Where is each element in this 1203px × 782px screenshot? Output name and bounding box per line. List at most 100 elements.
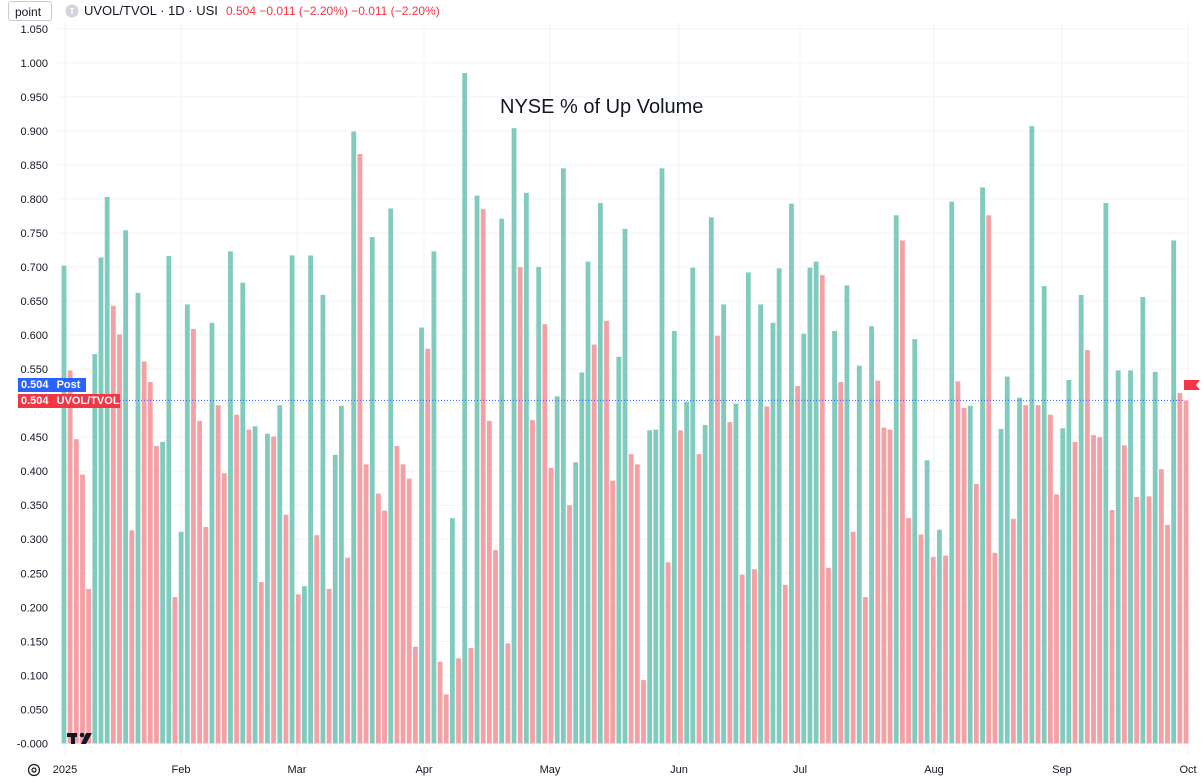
data-bar xyxy=(505,643,511,744)
data-bar xyxy=(961,407,967,744)
data-bar xyxy=(499,218,505,744)
y-tick-label: 0.700 xyxy=(20,262,48,274)
data-bar xyxy=(160,441,166,744)
data-bar xyxy=(616,356,622,744)
data-bar xyxy=(468,648,474,744)
data-bar xyxy=(419,327,424,744)
data-bar xyxy=(246,429,252,744)
eye-icon[interactable] xyxy=(65,4,79,18)
data-bar xyxy=(881,427,887,744)
data-bar xyxy=(178,531,184,744)
data-bar xyxy=(388,208,394,744)
data-bar xyxy=(302,586,307,744)
data-bar xyxy=(597,203,603,744)
data-bar xyxy=(141,361,147,744)
data-bar xyxy=(412,646,418,744)
data-bar xyxy=(819,275,825,744)
data-bar xyxy=(752,569,757,744)
data-bar xyxy=(1041,286,1047,744)
tradingview-logo[interactable] xyxy=(66,730,98,746)
data-bar xyxy=(980,187,985,744)
data-bar xyxy=(228,251,233,744)
data-bar xyxy=(394,445,400,744)
data-bar xyxy=(634,464,640,744)
x-tick-label: 2025 xyxy=(53,764,77,776)
data-bar xyxy=(641,680,646,744)
data-bar xyxy=(1121,445,1127,744)
data-bar xyxy=(252,426,258,744)
data-bar xyxy=(782,584,788,744)
data-bar xyxy=(277,405,283,744)
data-bar xyxy=(98,257,104,744)
data-bar xyxy=(1165,524,1170,744)
data-bar xyxy=(332,454,338,744)
y-tick-label: 0.100 xyxy=(20,670,48,682)
data-bar xyxy=(480,209,486,744)
y-tick-label: 0.550 xyxy=(20,364,48,376)
flag-icon[interactable] xyxy=(1184,380,1200,390)
settings-icon[interactable] xyxy=(27,763,41,777)
data-bar xyxy=(147,382,153,744)
data-bar xyxy=(166,256,172,744)
data-bar xyxy=(240,282,246,744)
x-axis[interactable]: 2025 Feb Mar Apr May Jun Jul Aug Sep Oct xyxy=(53,764,1197,776)
data-bar xyxy=(197,420,203,744)
data-bar xyxy=(1004,376,1010,744)
data-bar xyxy=(400,464,406,744)
data-bar xyxy=(937,529,942,744)
data-bar xyxy=(967,405,973,744)
y-tick-label: 0.600 xyxy=(20,330,48,342)
data-bar xyxy=(856,365,862,744)
data-bar xyxy=(1091,435,1096,744)
data-bar xyxy=(622,228,628,744)
data-bar xyxy=(900,240,905,744)
x-tick-label: Mar xyxy=(288,764,307,776)
data-bar xyxy=(67,370,73,744)
y-tick-label: -0.000 xyxy=(17,738,48,750)
data-bar xyxy=(1158,469,1164,744)
bar-series xyxy=(61,73,1189,744)
data-bar xyxy=(135,292,141,744)
data-bar xyxy=(764,406,770,744)
data-bar xyxy=(172,597,178,744)
data-bar xyxy=(345,557,350,744)
data-bar xyxy=(690,267,696,744)
data-bar xyxy=(129,530,135,744)
data-bar xyxy=(320,294,326,744)
data-bar xyxy=(893,215,899,744)
data-bar xyxy=(536,267,542,744)
data-bar xyxy=(1084,350,1090,744)
data-bar xyxy=(1183,400,1189,744)
data-bar xyxy=(486,420,492,744)
post-value-tag: 0.504 Post xyxy=(18,378,86,392)
x-tick-label: Jun xyxy=(670,764,688,776)
legend-title: UVOL/TVOL · 1D · USI xyxy=(84,3,218,18)
data-bar xyxy=(308,255,313,744)
data-bar xyxy=(542,324,548,744)
post-label: Post xyxy=(56,379,81,391)
data-bar xyxy=(671,330,677,744)
main-value: 0.504 xyxy=(21,395,49,407)
data-bar xyxy=(986,215,992,744)
y-tick-label: 0.800 xyxy=(20,194,48,206)
data-bar xyxy=(326,588,332,744)
chart-annotation[interactable]: NYSE % of Up Volume xyxy=(500,96,703,118)
data-bar xyxy=(733,403,739,744)
data-bar xyxy=(579,372,585,744)
data-bar xyxy=(1029,126,1035,744)
data-bar xyxy=(511,128,517,744)
data-bar xyxy=(998,428,1004,744)
data-bar xyxy=(530,420,535,744)
data-bar xyxy=(844,285,850,744)
interval-select[interactable]: point xyxy=(8,1,52,21)
data-bar xyxy=(770,322,776,744)
data-bar xyxy=(92,354,98,744)
data-bar xyxy=(863,597,868,744)
data-bar xyxy=(795,386,801,744)
data-bar xyxy=(215,405,221,744)
data-bar xyxy=(1017,397,1022,744)
data-bar xyxy=(406,478,412,744)
data-bar xyxy=(357,154,363,744)
data-bar xyxy=(567,505,572,744)
